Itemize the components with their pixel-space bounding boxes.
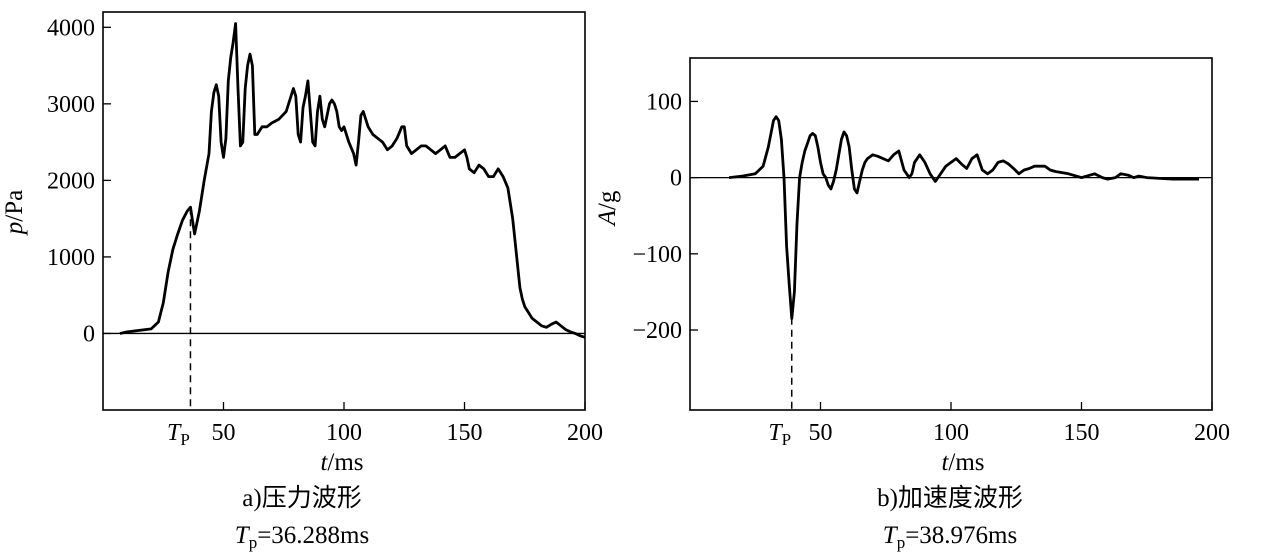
x-tick-label: 200 <box>1194 420 1230 446</box>
y-axis-var: p <box>1 222 28 237</box>
y-tick-label: 0 <box>670 166 682 192</box>
tp-value-subscript: p <box>897 533 906 552</box>
y-axis-label: p/Pa <box>1 190 28 236</box>
x-axis-label: t/ms <box>941 449 984 476</box>
y-tick-label: 100 <box>646 89 682 115</box>
tp-value-subscript: p <box>249 533 258 552</box>
y-tick-label: −100 <box>632 242 682 268</box>
plot-frame <box>689 57 1213 411</box>
y-tick-label: −200 <box>632 318 682 344</box>
tp-value-line: Tp=36.288ms <box>235 522 369 552</box>
y-axis-unit: /Pa <box>1 190 28 222</box>
x-axis-label: t/ms <box>320 449 363 476</box>
x-tick-label: 150 <box>447 420 483 446</box>
tp-symbol: T <box>768 420 783 446</box>
tp-value-symbol: T <box>883 522 899 549</box>
x-tick-label: 100 <box>933 420 969 446</box>
y-tick-label: 1000 <box>47 245 95 271</box>
chart-caption: b)加速度波形 <box>877 484 1023 512</box>
y-tick-label: 4000 <box>47 15 95 41</box>
tp-axis-label: TP <box>768 420 791 449</box>
x-tick-label: 50 <box>212 420 236 446</box>
tp-value-text: =38.976ms <box>905 522 1017 549</box>
tp-subscript: P <box>180 430 189 449</box>
y-tick-label: 0 <box>83 321 95 347</box>
x-axis-unit: /ms <box>948 449 984 476</box>
x-axis-unit: /ms <box>327 449 363 476</box>
series-line <box>119 22 586 339</box>
x-tick-label: 200 <box>567 420 603 446</box>
y-axis-label: A/g <box>594 190 621 227</box>
x-tick-label: 100 <box>326 420 362 446</box>
tp-value-text: =36.288ms <box>257 522 369 549</box>
x-axis-var: t <box>941 449 949 476</box>
tp-symbol: T <box>167 420 182 446</box>
x-tick-label: 150 <box>1064 420 1100 446</box>
y-axis-unit: /g <box>594 190 621 210</box>
y-tick-label: 2000 <box>47 168 95 194</box>
chart-caption: a)压力波形 <box>242 484 361 512</box>
tp-axis-label: TP <box>167 420 190 449</box>
y-tick-label: 3000 <box>47 92 95 118</box>
tp-value-symbol: T <box>235 522 251 549</box>
tp-subscript: P <box>782 430 791 449</box>
y-axis-var: A <box>594 209 621 227</box>
tp-value-line: Tp=38.976ms <box>883 522 1017 552</box>
series-line <box>728 115 1199 320</box>
x-axis-var: t <box>320 449 328 476</box>
x-tick-label: 50 <box>809 420 833 446</box>
